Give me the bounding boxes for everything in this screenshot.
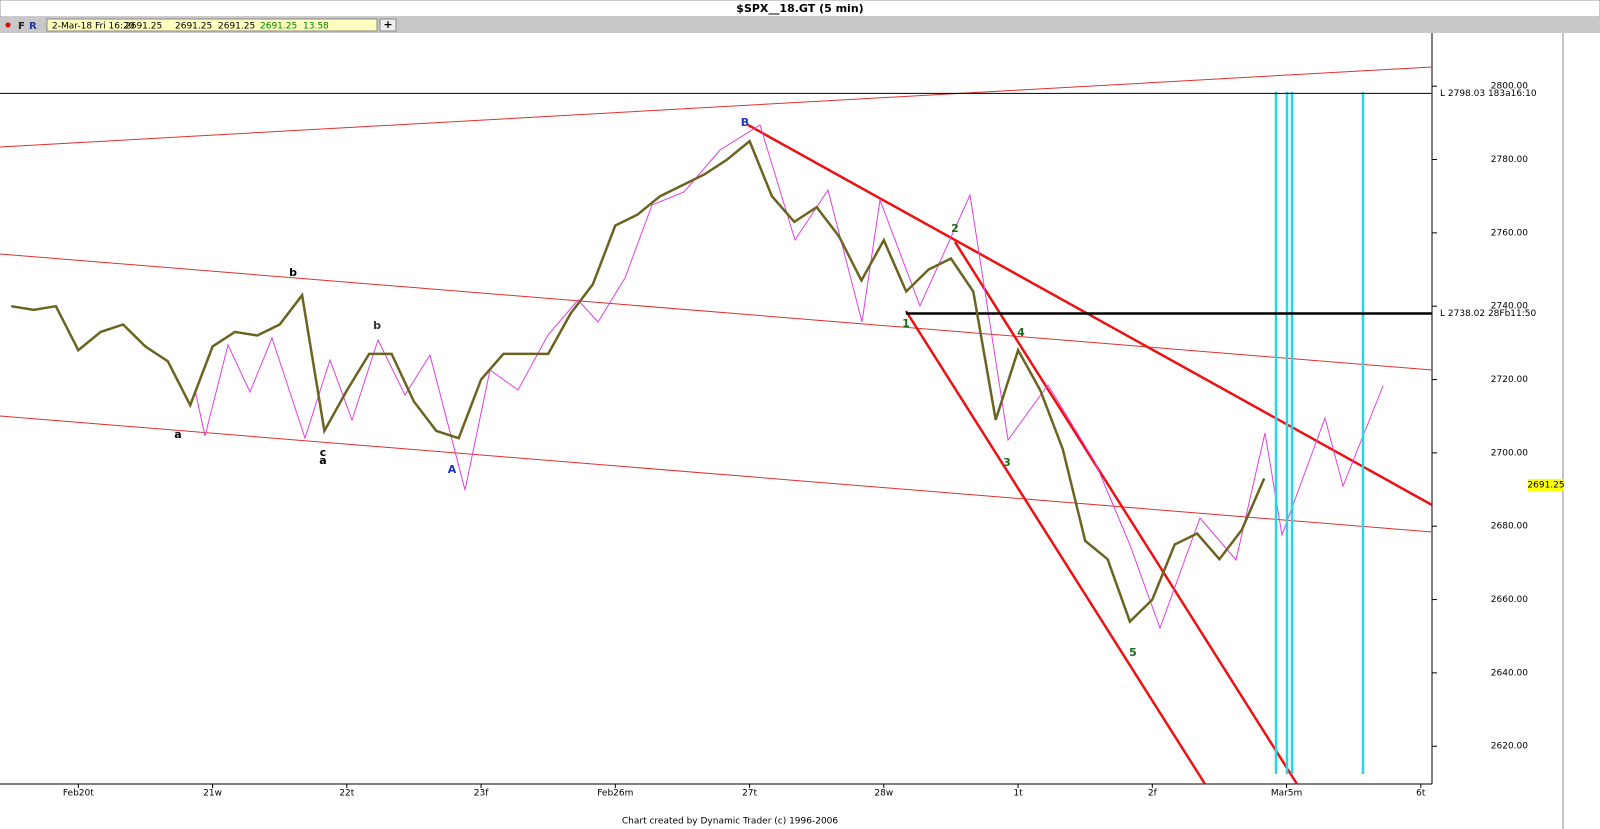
level-label: L 2738.02 28Fb11:50	[1440, 309, 1537, 319]
projection-zigzag	[194, 124, 1384, 630]
x-tick-label: 1t	[1013, 789, 1023, 799]
toolbar-r[interactable]: R	[29, 21, 37, 32]
x-tick-label: 6t	[1416, 789, 1426, 799]
info-value: 2691.25	[175, 22, 212, 32]
record-dot[interactable]	[5, 22, 11, 28]
info-value: 13.58	[303, 22, 329, 32]
y-tick-label: 2800.00	[1491, 82, 1528, 92]
x-tick-label: 23f	[474, 789, 489, 799]
wave-label: a	[319, 454, 326, 467]
price-line	[10, 139, 1266, 624]
x-tick-label: 28w	[874, 789, 893, 799]
x-tick-label: 21w	[203, 789, 222, 799]
wave-label: 3	[1003, 456, 1011, 469]
window-title: $SPX__18.GT (5 min)	[736, 2, 863, 15]
x-tick-label: 2f	[1148, 789, 1158, 799]
y-tick-label: 2760.00	[1491, 228, 1528, 238]
y-tick-label: 2620.00	[1491, 742, 1528, 752]
info-value: 2691.25	[125, 22, 162, 32]
y-tick-label: 2700.00	[1491, 448, 1528, 458]
wave-label: b	[373, 319, 381, 332]
y-tick-label: 2740.00	[1491, 302, 1528, 312]
wave-label: A	[448, 463, 457, 476]
wave-label: a	[174, 428, 181, 441]
info-value: 2691.25	[218, 22, 255, 32]
info-value: 2-Mar-18 Fri 16:20	[52, 22, 135, 32]
wave-label: c	[320, 446, 327, 459]
y-tick-label: 2680.00	[1491, 522, 1528, 532]
toolbar-f[interactable]: F	[18, 21, 25, 32]
add-icon[interactable]: +	[383, 18, 392, 31]
time-lines	[1274, 92, 1365, 774]
level-label: L 2798.03 183a16:10	[1440, 89, 1537, 99]
x-tick-label: Mar5m	[1271, 789, 1302, 799]
x-tick-label: Feb26m	[597, 789, 633, 799]
x-tick-label: Feb20t	[63, 789, 94, 799]
x-tick-label: 22t	[339, 789, 354, 799]
y-tick-label: 2780.00	[1491, 155, 1528, 165]
wave-label: 4	[1017, 326, 1025, 339]
wave-label: b	[289, 266, 297, 279]
toolbar	[0, 17, 1600, 33]
wave-label: 1	[902, 317, 910, 330]
info-box	[46, 18, 378, 32]
wave-label: B	[741, 116, 749, 129]
y-tick-label: 2640.00	[1491, 668, 1528, 678]
x-tick-label: 27t	[742, 789, 757, 799]
wave-label: 2	[951, 222, 959, 235]
footer: Chart created by Dynamic Trader (c) 1996…	[622, 817, 839, 827]
add-button[interactable]	[379, 18, 397, 32]
info-value: 2691.25	[260, 22, 297, 32]
y-tick-label: 2720.00	[1491, 375, 1528, 385]
y-tick-label: 2660.00	[1491, 595, 1528, 605]
last-price-label: 2691.25	[1527, 480, 1564, 490]
channel-lines	[0, 66, 1433, 785]
wave-label: 5	[1129, 646, 1137, 659]
last-price-tag	[1528, 478, 1564, 491]
